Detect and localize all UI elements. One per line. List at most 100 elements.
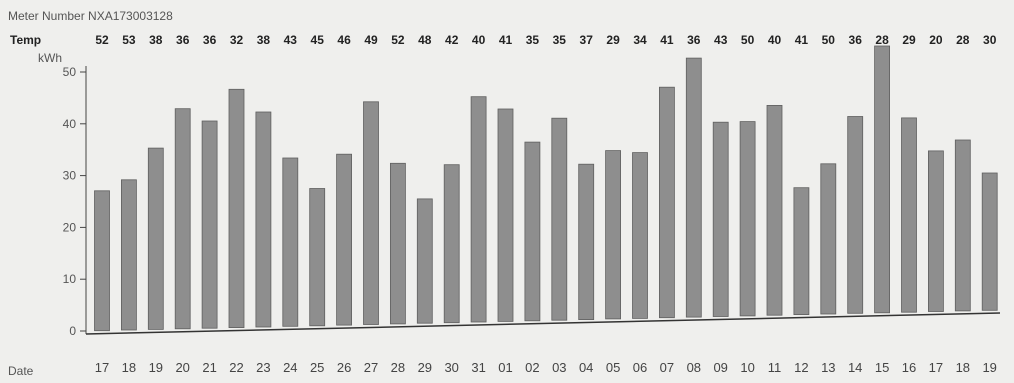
date-tick-label: 25 (310, 360, 324, 375)
bar-22 (228, 88, 245, 329)
temp-value: 52 (95, 33, 109, 47)
temp-value: 40 (768, 33, 782, 47)
bar-28 (389, 162, 406, 325)
temp-value: 40 (472, 33, 486, 47)
temp-row-label: Temp (10, 33, 41, 47)
date-tick-label: 09 (713, 360, 727, 375)
bar-25 (309, 188, 326, 327)
y-tick-label: 40 (63, 117, 77, 131)
y-axis-unit-label: kWh (38, 51, 62, 65)
temp-value: 34 (633, 33, 647, 47)
date-tick-label: 02 (525, 360, 539, 375)
temp-value: 50 (822, 33, 836, 47)
date-tick-label: 07 (660, 360, 674, 375)
temp-value: 46 (337, 33, 351, 47)
temp-value: 37 (580, 33, 594, 47)
temp-value: 36 (849, 33, 863, 47)
bar-29 (416, 198, 433, 324)
bar-20 (174, 108, 191, 330)
bar-17 (928, 150, 944, 312)
bar-27 (363, 101, 379, 325)
y-tick-label: 50 (63, 65, 77, 79)
bar-08 (685, 57, 702, 318)
date-tick-label: 15 (875, 360, 889, 375)
date-tick-label: 01 (498, 360, 512, 375)
date-tick-label: 08 (687, 360, 701, 375)
date-tick-label: 03 (552, 360, 566, 375)
temp-value: 43 (284, 33, 298, 47)
temp-value: 45 (311, 33, 325, 47)
date-tick-label: 19 (982, 360, 996, 375)
bar-30 (443, 164, 460, 324)
temp-value: 41 (795, 33, 809, 47)
date-tick-label: 22 (229, 360, 243, 375)
date-tick-label: 10 (740, 360, 754, 375)
date-row: 17 18 19 20 21 22 23 24 25 26 27 28 29 30 31 01 02 03 04 05… (95, 360, 997, 375)
bar-series (94, 45, 998, 332)
y-tick-label: 10 (63, 272, 77, 286)
bar-01 (497, 108, 514, 322)
y-tick-label: 30 (63, 169, 77, 183)
bar-19 (981, 172, 998, 311)
bar-23 (255, 111, 272, 328)
temperature-row: 52 53 38 36 36 32 38 43 45 46 49 52 48 42 40 41 35 35 37 29… (95, 33, 996, 47)
meter-number: Meter Number NXA173003128 (8, 9, 173, 23)
date-tick-label: 12 (794, 360, 808, 375)
temp-value: 38 (149, 33, 163, 47)
temp-value: 28 (875, 33, 889, 47)
date-tick-label: 26 (337, 360, 351, 375)
date-tick-label: 11 (768, 360, 782, 375)
temp-value: 48 (418, 33, 432, 47)
y-tick-label: 20 (63, 220, 77, 234)
bar-14 (847, 116, 864, 314)
date-tick-label: 31 (471, 360, 485, 375)
temp-value: 35 (526, 33, 540, 47)
bar-19 (147, 147, 164, 330)
date-tick-label: 29 (418, 360, 432, 375)
bar-02 (524, 141, 541, 322)
date-row-label: Date (8, 364, 34, 378)
bar-11 (766, 105, 783, 316)
temp-value: 50 (741, 33, 755, 47)
temp-value: 36 (176, 33, 190, 47)
temp-value: 38 (257, 33, 271, 47)
bar-12 (793, 187, 810, 315)
temp-value: 41 (660, 33, 674, 47)
temp-value: 29 (606, 33, 620, 47)
date-tick-label: 18 (122, 360, 136, 375)
bar-17 (94, 190, 110, 332)
date-tick-label: 30 (444, 360, 458, 375)
bar-18 (121, 179, 137, 331)
temp-value: 20 (929, 33, 943, 47)
bar-07 (659, 86, 675, 319)
date-tick-label: 13 (821, 360, 835, 375)
date-tick-label: 06 (633, 360, 647, 375)
bar-21 (201, 120, 218, 329)
temp-value: 43 (714, 33, 728, 47)
bar-05 (605, 150, 621, 320)
date-tick-label: 05 (606, 360, 620, 375)
bar-04 (578, 163, 595, 320)
x-axis-line (85, 312, 1001, 335)
bar-13 (820, 163, 837, 315)
temp-value: 30 (983, 33, 997, 47)
bar-10 (739, 121, 756, 317)
temp-value: 49 (364, 33, 378, 47)
temp-value: 41 (499, 33, 513, 47)
date-tick-label: 16 (902, 360, 916, 375)
temp-value: 32 (230, 33, 244, 47)
date-tick-label: 04 (579, 360, 593, 375)
bar-31 (470, 96, 487, 323)
temp-value: 29 (902, 33, 916, 47)
date-tick-label: 28 (391, 360, 405, 375)
temp-value: 28 (956, 33, 970, 47)
date-tick-label: 17 (95, 360, 109, 375)
bar-15 (874, 45, 890, 314)
temp-value: 42 (445, 33, 459, 47)
bar-09 (712, 121, 729, 317)
temp-value: 36 (203, 33, 217, 47)
date-tick-label: 24 (283, 360, 297, 375)
date-tick-label: 23 (256, 360, 270, 375)
date-tick-label: 20 (175, 360, 189, 375)
